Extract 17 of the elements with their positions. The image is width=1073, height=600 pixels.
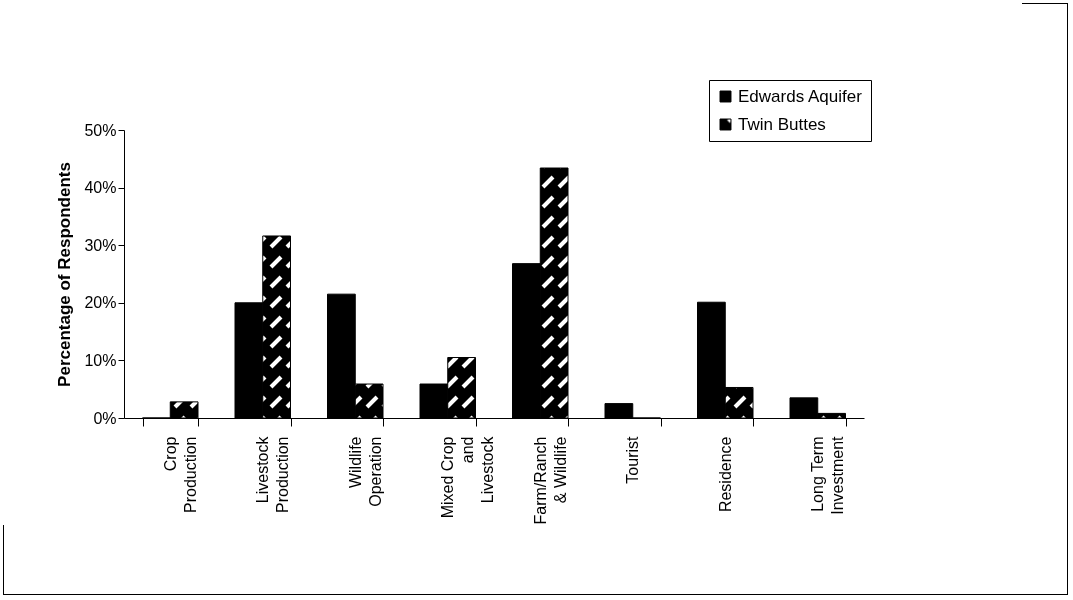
y-tick-label: 10%	[84, 351, 117, 369]
y-tick-label: 40%	[84, 179, 117, 197]
y-tick-label: 50%	[84, 121, 117, 139]
y-tick-label: 20%	[84, 294, 117, 312]
x-tick-label: Mixed Crop and Livestock	[439, 435, 497, 519]
legend-label: Edwards Aquifer	[738, 86, 863, 106]
x-tick-label: Wildlife Operation	[346, 436, 384, 507]
x-tick-label: Long Term Investment	[809, 435, 847, 515]
x-tick-label: Residence	[716, 436, 734, 513]
y-tick-label: 0%	[93, 409, 117, 427]
y-axis-title: Percentage of Respondents	[55, 162, 75, 387]
legend-label: Twin Buttes	[738, 114, 826, 134]
y-tick-label: 30%	[84, 236, 117, 254]
x-tick-label: Crop Production	[161, 436, 199, 513]
x-tick-label: Farm/Ranch & Wildlife	[531, 436, 569, 525]
x-tick-label: Tourist	[624, 435, 642, 484]
x-tick-label: Livestock Production	[254, 435, 292, 513]
